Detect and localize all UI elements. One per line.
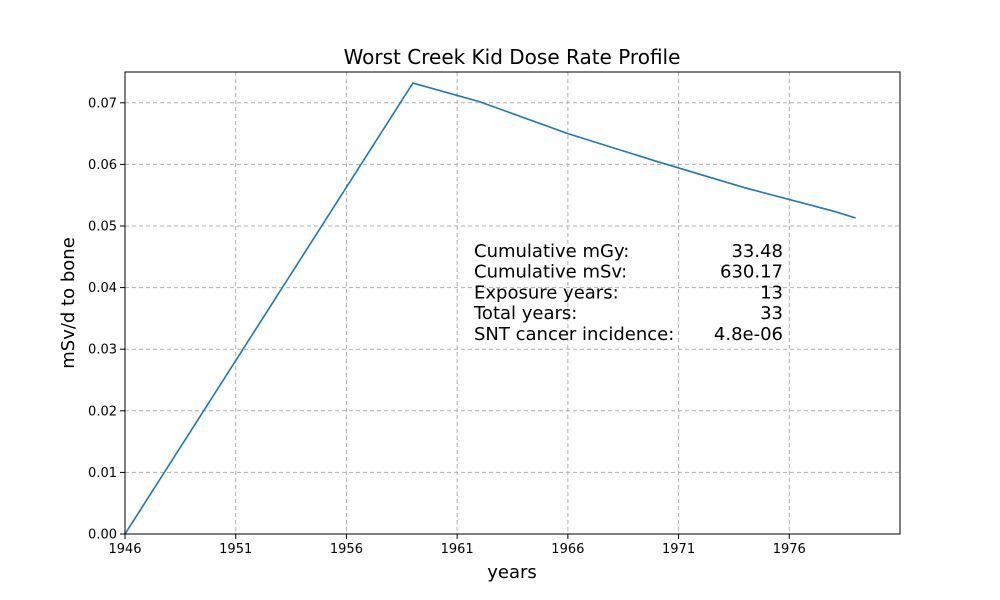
y-tick-label: 0.05	[88, 220, 117, 235]
y-tick-label: 0.04	[88, 281, 117, 296]
y-tick-label: 0.01	[88, 466, 117, 481]
y-tick-label: 0.03	[88, 343, 117, 358]
x-axis-label: years	[487, 562, 537, 583]
x-tick-label: 1976	[773, 542, 806, 557]
y-tick-label: 0.06	[88, 158, 117, 173]
annotation-label: Cumulative mGy:	[474, 241, 629, 262]
chart-title: Worst Creek Kid Dose Rate Profile	[344, 45, 681, 69]
y-axis: 0.00 0.01 0.02 0.03 0.04 0.05 0.06 0.07	[88, 96, 125, 543]
annotation-value: 33.48	[731, 241, 783, 262]
x-axis: 1946 1951 1956 1961 1966 1971 1976	[108, 534, 806, 557]
annotation-value: 13	[760, 282, 783, 303]
y-tick-label: 0.07	[88, 96, 117, 111]
x-tick-label: 1946	[108, 542, 141, 557]
x-tick-label: 1971	[662, 542, 695, 557]
annotation-box: Cumulative mGy: 33.48 Cumulative mSv: 630.1…	[473, 241, 783, 345]
x-tick-label: 1956	[330, 542, 363, 557]
grid	[124, 72, 900, 535]
x-tick-label: 1951	[219, 542, 252, 557]
x-tick-label: 1961	[441, 542, 474, 557]
series-line	[124, 82, 856, 535]
y-axis-label: mSv/d to bone	[58, 237, 79, 369]
annotation-value: 630.17	[720, 262, 783, 283]
annotation-value: 4.8e-06	[714, 324, 783, 345]
y-tick-label: 0.02	[88, 404, 117, 419]
annotation-label: Exposure years:	[474, 282, 619, 303]
series-group	[124, 82, 856, 535]
y-tick-label: 0.00	[88, 528, 117, 543]
plot-frame	[124, 71, 901, 535]
x-tick-label: 1966	[551, 542, 584, 557]
annotation-label: Cumulative mSv:	[474, 262, 627, 283]
annotation-value: 33	[760, 303, 783, 324]
annotation-label: SNT cancer incidence:	[474, 324, 674, 345]
annotation-label: Total years:	[473, 303, 577, 324]
